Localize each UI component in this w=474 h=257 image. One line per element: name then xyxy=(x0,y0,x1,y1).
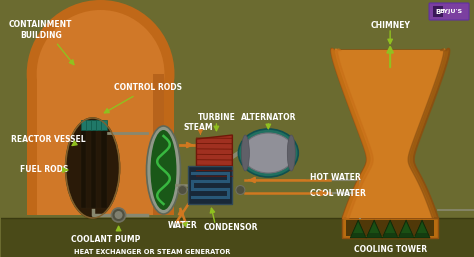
Text: B: B xyxy=(436,8,441,14)
Text: REACTOR VESSEL: REACTOR VESSEL xyxy=(11,135,86,144)
Bar xyxy=(153,74,164,215)
Polygon shape xyxy=(331,48,449,218)
Text: STEAM: STEAM xyxy=(183,124,213,133)
Text: WATER: WATER xyxy=(168,222,197,231)
Text: TURBINE: TURBINE xyxy=(198,114,236,123)
Bar xyxy=(86,120,91,130)
FancyBboxPatch shape xyxy=(429,3,469,20)
Text: BYJU'S: BYJU'S xyxy=(439,9,463,14)
Circle shape xyxy=(236,186,245,195)
Text: HOT WATER: HOT WATER xyxy=(310,173,361,182)
Text: HEAT EXCHANGER OR STEAM GENERATOR: HEAT EXCHANGER OR STEAM GENERATOR xyxy=(74,249,231,255)
Bar xyxy=(81,120,87,130)
Bar xyxy=(342,218,438,238)
Bar xyxy=(189,166,232,204)
Text: ALTERNATOR: ALTERNATOR xyxy=(241,114,296,123)
Ellipse shape xyxy=(241,135,249,171)
Polygon shape xyxy=(196,135,232,179)
Polygon shape xyxy=(353,222,363,233)
Text: COOL WATER: COOL WATER xyxy=(310,188,366,197)
Polygon shape xyxy=(385,222,395,233)
Ellipse shape xyxy=(27,0,174,148)
Ellipse shape xyxy=(242,133,294,173)
Bar xyxy=(36,74,164,215)
Text: CHIMNEY: CHIMNEY xyxy=(370,21,410,30)
Polygon shape xyxy=(398,220,414,238)
Bar xyxy=(433,6,443,17)
Circle shape xyxy=(178,186,187,195)
Polygon shape xyxy=(366,220,382,238)
Bar xyxy=(91,120,97,130)
Text: CONTROL RODS: CONTROL RODS xyxy=(113,84,182,93)
Bar xyxy=(346,220,434,236)
Bar xyxy=(96,120,101,130)
Bar xyxy=(100,120,107,130)
Bar xyxy=(100,128,107,208)
Ellipse shape xyxy=(65,118,119,218)
Circle shape xyxy=(111,208,126,222)
Ellipse shape xyxy=(146,126,181,214)
Polygon shape xyxy=(335,48,446,218)
Ellipse shape xyxy=(151,130,176,210)
Ellipse shape xyxy=(238,129,298,177)
Polygon shape xyxy=(401,222,411,233)
Bar xyxy=(96,128,101,208)
Polygon shape xyxy=(350,220,366,238)
Text: COOLING TOWER: COOLING TOWER xyxy=(354,245,427,254)
Bar xyxy=(27,74,174,215)
Circle shape xyxy=(115,211,123,219)
Polygon shape xyxy=(414,220,430,238)
Text: FUEL RODS: FUEL RODS xyxy=(20,166,69,175)
Bar xyxy=(1,218,474,257)
Text: CONTAINMENT
BUILDING: CONTAINMENT BUILDING xyxy=(9,20,73,40)
Bar xyxy=(81,128,87,208)
Text: CONDENSOR: CONDENSOR xyxy=(203,224,258,233)
Polygon shape xyxy=(417,222,427,233)
Ellipse shape xyxy=(36,10,164,138)
Text: COOLANT PUMP: COOLANT PUMP xyxy=(71,235,140,244)
Polygon shape xyxy=(382,220,398,238)
Ellipse shape xyxy=(287,135,295,171)
Bar xyxy=(86,128,91,208)
Bar xyxy=(91,128,97,208)
Polygon shape xyxy=(369,222,379,233)
